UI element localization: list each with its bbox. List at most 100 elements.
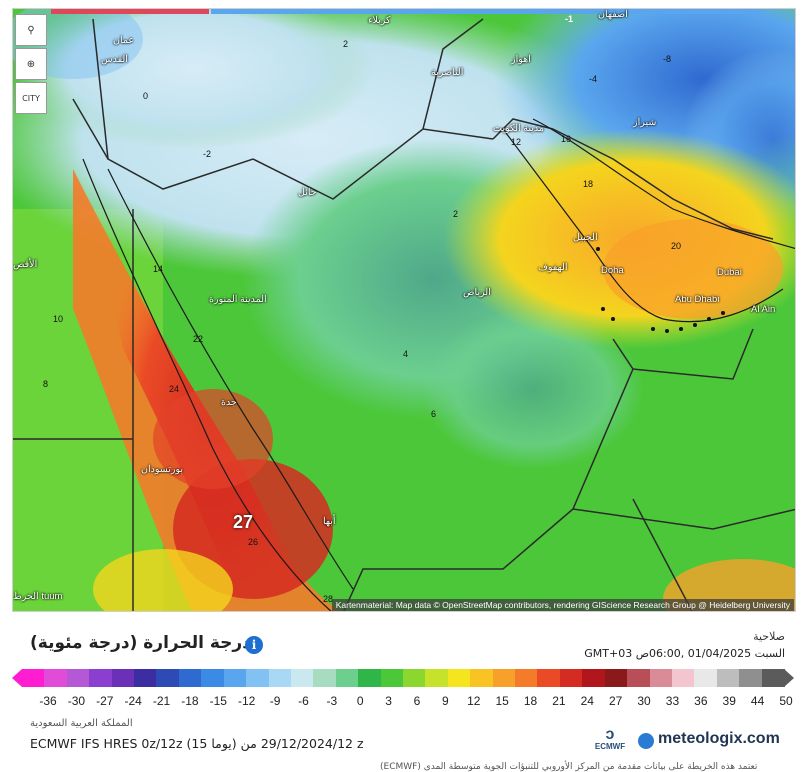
city-dubai: Dubai xyxy=(717,267,742,278)
scale-swatch xyxy=(313,669,337,687)
scale-tick-label: 9 xyxy=(442,694,449,708)
city-jeddah: جدة xyxy=(221,397,237,408)
scale-swatch xyxy=(178,669,202,687)
scale-tick-label: -24 xyxy=(124,694,142,708)
scale-swatch xyxy=(761,669,785,687)
scale-swatch xyxy=(22,669,45,687)
meteologix-brand[interactable]: meteologix.com xyxy=(658,730,780,747)
model-run[interactable]: ECMWF IFS HRES 0z/12z (15 يوما) 29/12/20… xyxy=(30,736,364,751)
locate-icon[interactable]: ⚲ xyxy=(15,14,47,46)
contour-label: -1 xyxy=(565,14,574,24)
scale-swatch xyxy=(111,669,135,687)
scale-swatch xyxy=(44,669,68,687)
contour-label: 0 xyxy=(143,91,149,101)
scale-tick-label: 27 xyxy=(609,694,623,708)
city-riyadh: الرياض xyxy=(463,287,491,298)
scale-tick-label: -15 xyxy=(209,694,227,708)
scale-tick-label: 30 xyxy=(637,694,651,708)
contour-label: 26 xyxy=(248,537,259,547)
datetime-label: صلاحية xyxy=(753,630,785,643)
scale-tick-label: -36 xyxy=(39,694,57,708)
scale-tick-label: 50 xyxy=(779,694,793,708)
scale-swatch xyxy=(515,669,539,687)
map-attribution: Kartenmaterial: Map data © OpenStreetMap… xyxy=(331,599,794,611)
temperature-map[interactable]: كربلاء اصفهان عمان القدس الناصرية اهواز … xyxy=(12,8,796,612)
city-luxor: الأقص xyxy=(13,259,38,270)
city-toggle[interactable]: CITY xyxy=(15,82,47,114)
scale-swatch xyxy=(156,669,180,687)
scale-swatch xyxy=(89,669,113,687)
zoom-icon[interactable]: ⊕ xyxy=(15,48,47,80)
scale-swatch xyxy=(537,669,561,687)
city-ahvaz: اهواز xyxy=(511,54,531,65)
scale-tick-label: 44 xyxy=(750,694,765,708)
scale-tick-label: 15 xyxy=(495,694,509,708)
scale-tick-label: 12 xyxy=(467,694,481,708)
scale-swatch xyxy=(223,669,247,687)
scale-tick-label: -27 xyxy=(96,694,114,708)
contour-label: 2 xyxy=(453,209,459,219)
contour-label: -2 xyxy=(203,149,212,159)
scale-swatch xyxy=(604,669,628,687)
scale-tick-label: 36 xyxy=(694,694,708,708)
scale-swatch xyxy=(559,669,583,687)
contour-label: 14 xyxy=(153,264,164,274)
city-portsudan: بورتسودان xyxy=(141,464,184,475)
scale-swatch xyxy=(716,669,740,687)
scale-swatch xyxy=(335,669,359,687)
scale-swatch xyxy=(358,669,382,687)
contour-label: 16 xyxy=(561,134,572,144)
contour-label: 18 xyxy=(583,179,594,189)
city-alain: Al Ain xyxy=(751,304,776,315)
scale-swatch xyxy=(246,669,270,687)
city-karbala: كربلاء xyxy=(368,15,391,26)
scale-tick-label: -30 xyxy=(67,694,86,708)
city-khartoum: الخرط tuum xyxy=(13,591,63,602)
scale-tick-label: 33 xyxy=(665,694,680,708)
scale-tick-label: 24 xyxy=(580,694,594,708)
datetime-value[interactable]: GMT+03 السبت 01/04/2025 ,06:00ص xyxy=(584,647,785,660)
scale-tick-label: -21 xyxy=(152,694,171,708)
city-hofuf: الهفوف xyxy=(538,262,568,273)
city-abha: أبها xyxy=(323,516,336,527)
legend-title: درجة الحرارة (درجة مئوية) xyxy=(30,633,251,653)
city-isfahan: اصفهان xyxy=(598,9,628,20)
scale-tick-label: -9 xyxy=(269,694,281,708)
ecmwf-label: ECMWF xyxy=(594,742,626,751)
scale-tick-label: -18 xyxy=(181,694,199,708)
city-hail: حائل xyxy=(298,187,317,198)
scale-swatch xyxy=(470,669,494,687)
scale-swatch xyxy=(694,669,718,687)
scale-swatch xyxy=(492,669,516,687)
scale-swatch xyxy=(66,669,90,687)
contour-label: 10 xyxy=(53,314,64,324)
scale-tick-label: 0 xyxy=(356,694,364,708)
top-strip-red xyxy=(51,9,209,14)
city-amman: عمان xyxy=(113,35,135,46)
scale-swatch xyxy=(134,669,158,687)
scale-arrow-left xyxy=(12,669,22,687)
scale-swatch xyxy=(582,669,606,687)
contour-label: 6 xyxy=(431,409,437,419)
color-scale xyxy=(22,669,785,687)
contour-label: 20 xyxy=(671,241,682,251)
scale-swatch xyxy=(739,669,763,687)
scale-tick-label: -12 xyxy=(238,694,256,708)
info-icon[interactable]: i xyxy=(245,636,263,654)
contour-label: 22 xyxy=(193,334,204,344)
ecmwf-logo: ↄ ECMWF xyxy=(590,727,630,756)
scale-arrow-right xyxy=(784,669,794,687)
scale-tick-label: -3 xyxy=(326,694,338,708)
highlight-value: 27 xyxy=(233,512,254,532)
scale-swatch xyxy=(447,669,471,687)
city-madinah: المدينة المنورة xyxy=(209,294,267,305)
scale-swatch xyxy=(201,669,225,687)
city-shiraz: شيراز xyxy=(633,117,657,128)
contour-label: 28 xyxy=(323,594,334,604)
top-strip-blue xyxy=(211,9,761,14)
city-jubail: الجبيل xyxy=(573,232,598,243)
scale-swatch xyxy=(380,669,404,687)
footer-note: (ECMWF) تعتمد هذه الخريطة على بيانات مقد… xyxy=(380,762,758,772)
scale-tick-label: -6 xyxy=(298,694,309,708)
city-nasiriyah: الناصرية xyxy=(431,67,464,78)
